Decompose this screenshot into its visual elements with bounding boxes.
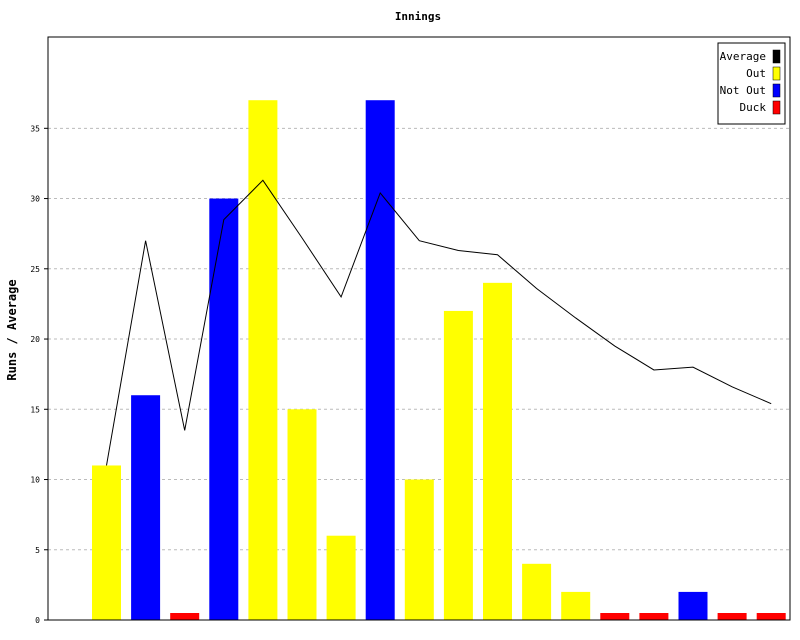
y-tick-label: 15 — [30, 405, 40, 414]
legend-swatch — [772, 100, 781, 115]
legend-label: Out — [746, 67, 766, 80]
y-tick-label: 35 — [30, 124, 40, 133]
average-line-group — [106, 179, 772, 466]
legend-swatch — [772, 83, 781, 98]
legend: Average Out Not Out Duck — [717, 42, 786, 125]
bar-out — [92, 465, 121, 620]
bar-out — [404, 479, 434, 620]
bar-out — [287, 409, 317, 620]
legend-label: Not Out — [720, 84, 766, 97]
bars — [92, 100, 786, 621]
average-line — [106, 179, 772, 466]
bar-not-out — [365, 100, 395, 621]
legend-swatch — [772, 49, 781, 64]
y-tick-label: 30 — [30, 195, 40, 204]
bar-not-out — [131, 395, 161, 620]
bar-out — [561, 591, 591, 620]
y-tick-label: 0 — [35, 616, 40, 625]
plot-frame — [47, 36, 791, 621]
bar-out — [483, 282, 512, 620]
bar-not-out — [678, 591, 708, 620]
y-tick-label: 25 — [30, 265, 40, 274]
gridlines — [48, 127, 790, 551]
bar-out — [522, 563, 552, 620]
bar-duck — [600, 613, 630, 620]
y-axis-ticks: 0 5 10 15 20 25 30 35 — [30, 124, 48, 625]
bar-out — [248, 100, 278, 621]
legend-swatch — [772, 66, 781, 81]
bar-duck — [756, 613, 786, 620]
y-tick-label: 5 — [35, 546, 40, 555]
legend-label: Duck — [740, 101, 767, 114]
bar-not-out — [209, 198, 239, 621]
bar-duck — [170, 613, 200, 620]
y-tick-label: 20 — [30, 335, 40, 344]
bar-out — [443, 310, 473, 620]
bar-out — [326, 535, 356, 620]
legend-label: Average — [720, 50, 766, 63]
y-axis-label: Runs / Average — [5, 279, 19, 380]
bar-duck — [717, 613, 747, 620]
chart-title: Innings — [395, 10, 441, 23]
y-tick-label: 10 — [30, 476, 40, 485]
bar-duck — [639, 613, 669, 620]
